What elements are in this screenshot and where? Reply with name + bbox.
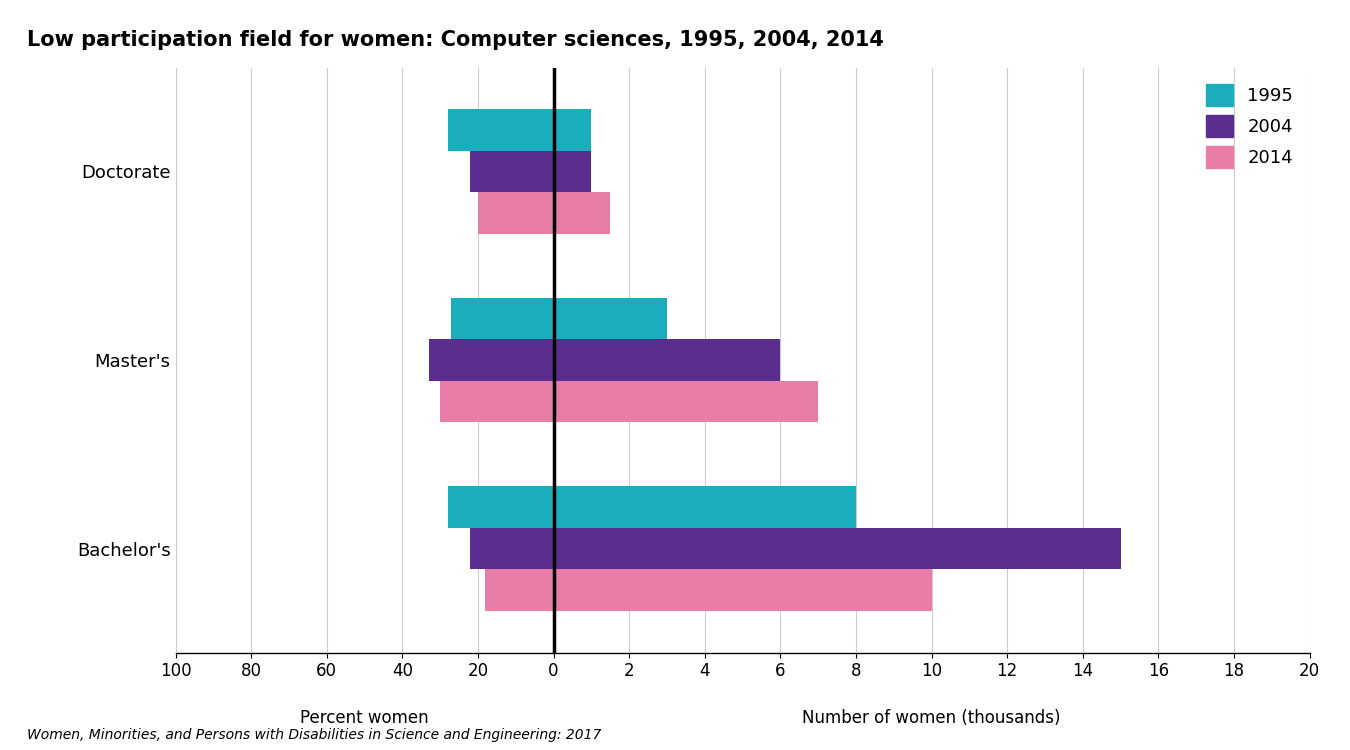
Bar: [448, 109, 554, 151]
Bar: [554, 298, 667, 339]
Bar: [440, 381, 554, 422]
Text: Number of women (thousands): Number of women (thousands): [802, 709, 1061, 727]
Bar: [554, 339, 780, 381]
Bar: [554, 151, 591, 192]
Bar: [554, 528, 1120, 569]
Bar: [554, 192, 610, 233]
Text: Women, Minorities, and Persons with Disabilities in Science and Engineering: 201: Women, Minorities, and Persons with Disa…: [27, 728, 601, 742]
Legend: 1995, 2004, 2014: 1995, 2004, 2014: [1199, 76, 1300, 175]
Text: Low participation field for women: Computer sciences, 1995, 2004, 2014: Low participation field for women: Compu…: [27, 30, 884, 50]
Bar: [429, 339, 554, 381]
Bar: [554, 381, 818, 422]
Bar: [554, 487, 856, 528]
Bar: [470, 151, 554, 192]
Bar: [554, 569, 932, 611]
Bar: [554, 109, 591, 151]
Bar: [470, 528, 554, 569]
Bar: [486, 569, 554, 611]
Text: Percent women: Percent women: [300, 709, 429, 727]
Bar: [451, 298, 554, 339]
Bar: [448, 487, 554, 528]
Bar: [478, 192, 554, 233]
